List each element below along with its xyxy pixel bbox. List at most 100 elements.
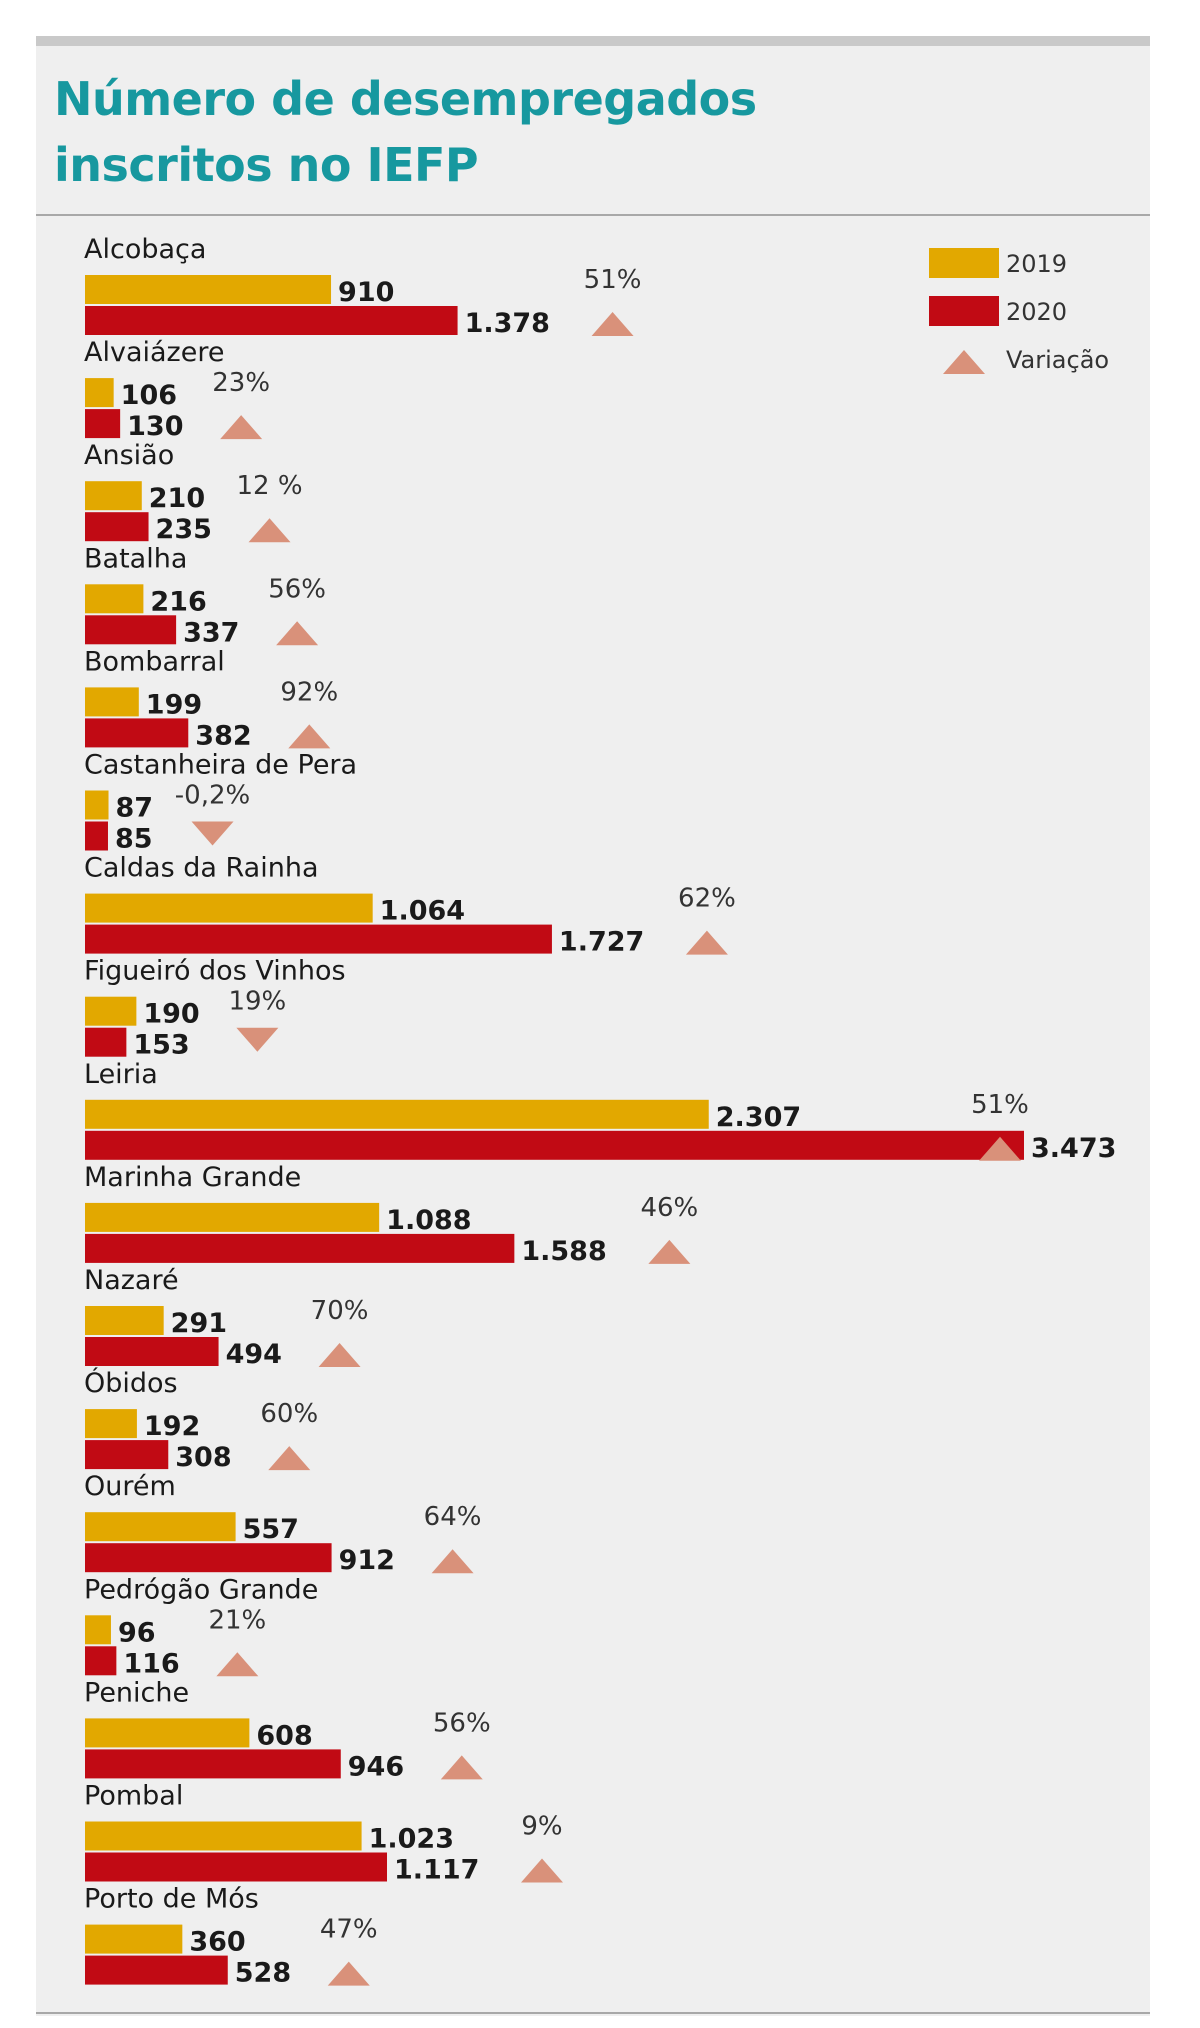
variation-up-icon <box>216 1652 259 1677</box>
category-label: Leiria <box>84 1059 158 1090</box>
category-label: Pombal <box>84 1781 183 1812</box>
bar-2020 <box>85 615 177 645</box>
category-label: Batalha <box>84 543 187 574</box>
category-label: Ourém <box>84 1471 176 1502</box>
value-label-2020: 1.727 <box>559 927 644 958</box>
variation-up-icon <box>431 1549 474 1574</box>
value-label-2020: 85 <box>115 824 153 855</box>
bar-2020 <box>85 1543 332 1573</box>
category-label: Caldas da Rainha <box>84 853 318 884</box>
top-border <box>36 36 1150 46</box>
variation-up-icon <box>440 1755 483 1780</box>
bar-2020 <box>85 1337 219 1366</box>
legend-label: Variação <box>1006 346 1109 374</box>
value-label-2020: 1.588 <box>521 1236 606 1267</box>
bar-2020 <box>85 512 149 542</box>
value-label-2020: 308 <box>175 1442 231 1473</box>
category-label: Alcobaça <box>84 234 206 265</box>
value-label-2019: 87 <box>116 793 154 824</box>
category-label: Bombarral <box>84 646 225 677</box>
bar-2019 <box>85 893 373 923</box>
variation-label: 64% <box>424 1502 482 1532</box>
category-label: Nazaré <box>84 1265 179 1296</box>
variation-down-icon <box>236 1027 279 1052</box>
value-label-2020: 116 <box>123 1648 179 1679</box>
value-label-2019: 190 <box>143 999 199 1030</box>
value-label-2019: 199 <box>146 689 202 720</box>
value-label-2019: 1.088 <box>386 1205 471 1236</box>
legend-swatch-2019 <box>929 248 999 278</box>
variation-label: 23% <box>212 368 270 398</box>
bar-2019 <box>85 687 139 717</box>
value-label-2020: 382 <box>195 720 251 751</box>
value-label-2019: 2.307 <box>716 1102 801 1133</box>
bar-2019 <box>85 1512 236 1542</box>
variation-up-icon <box>685 930 728 955</box>
bar-2019 <box>85 584 144 614</box>
value-label-2019: 106 <box>121 380 177 411</box>
variation-up-icon <box>318 1343 361 1367</box>
value-label-2020: 337 <box>183 617 239 648</box>
category-label: Óbidos <box>84 1367 178 1399</box>
variation-label: 46% <box>640 1193 698 1223</box>
variation-label: 60% <box>260 1399 318 1429</box>
title-divider <box>36 214 1150 216</box>
category-label: Peniche <box>84 1677 189 1708</box>
bar-2019 <box>85 1924 183 1954</box>
bar-2020 <box>85 924 552 954</box>
value-label-2020: 528 <box>235 1958 291 1989</box>
category-label: Alvaiázere <box>84 337 224 368</box>
variation-label: 47% <box>320 1915 378 1945</box>
variation-label: 92% <box>280 677 338 707</box>
legend-swatch-2020 <box>929 296 999 326</box>
value-label-2019: 192 <box>144 1411 200 1442</box>
value-label-2019: 291 <box>171 1308 227 1339</box>
chart-title: Número de desempregados inscritos no IEF… <box>54 66 757 198</box>
value-label-2020: 235 <box>156 514 212 545</box>
bar-2020 <box>85 306 458 335</box>
bar-2020 <box>85 718 189 748</box>
bar-2019 <box>85 1409 137 1439</box>
variation-label: 21% <box>208 1605 266 1635</box>
variation-up-icon <box>327 1961 370 1986</box>
value-label-2019: 210 <box>149 483 205 514</box>
bar-2020 <box>85 821 108 851</box>
bar-2019 <box>85 790 109 820</box>
bar-2019 <box>85 1615 111 1645</box>
variation-up-icon <box>248 518 291 543</box>
variation-up-icon <box>220 415 263 440</box>
bar-2020 <box>85 1233 515 1263</box>
value-label-2020: 1.378 <box>465 308 550 339</box>
bar-2020 <box>85 1749 341 1779</box>
category-label: Castanheira de Pera <box>84 750 357 781</box>
category-label: Figueiró dos Vinhos <box>84 956 346 987</box>
value-label-2020: 130 <box>127 411 183 442</box>
variation-label: 12 % <box>237 471 303 501</box>
variation-label: 51% <box>971 1090 1029 1120</box>
category-label: Porto de Mós <box>84 1884 259 1915</box>
bar-2019 <box>85 996 137 1026</box>
bar-2020 <box>85 1955 228 1985</box>
value-label-2020: 912 <box>339 1545 395 1576</box>
bar-2019 <box>85 1821 362 1851</box>
value-label-2019: 216 <box>150 586 206 617</box>
bar-2019 <box>85 378 114 408</box>
value-label-2019: 96 <box>118 1617 156 1648</box>
variation-label: 70% <box>311 1296 369 1326</box>
variation-label: 62% <box>678 884 736 914</box>
variation-label: 9% <box>521 1812 562 1842</box>
bar-2019 <box>85 481 142 511</box>
value-label-2020: 946 <box>348 1751 404 1782</box>
chart-title-line-2: inscritos no IEFP <box>54 138 479 192</box>
variation-down-icon <box>191 821 234 846</box>
value-label-2019: 1.064 <box>380 896 465 927</box>
variation-label: 51% <box>584 265 642 295</box>
variation-up-icon <box>648 1239 691 1264</box>
value-label-2019: 910 <box>338 277 394 308</box>
value-label-2019: 1.023 <box>369 1824 454 1855</box>
variation-up-icon <box>979 1136 1021 1161</box>
variation-label: 56% <box>433 1708 491 1738</box>
bar-2020 <box>85 1130 1024 1160</box>
value-label-2020: 3.473 <box>1031 1133 1116 1164</box>
